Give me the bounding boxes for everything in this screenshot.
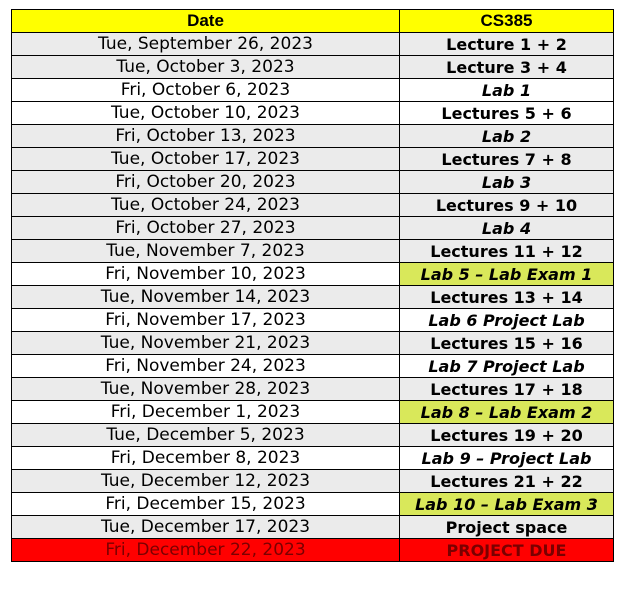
schedule-row: Fri, November 24, 2023 Lab 7 Project Lab	[11, 354, 614, 378]
schedule-row: Tue, September 26, 2023 Lecture 1 + 2	[11, 32, 614, 56]
row-date: Fri, November 10, 2023	[11, 262, 400, 286]
row-session: Lecture 3 + 4	[399, 55, 614, 79]
row-date: Tue, December 12, 2023	[11, 469, 400, 493]
row-session: Lab 2	[399, 124, 614, 148]
row-date: Tue, October 17, 2023	[11, 147, 400, 171]
schedule-row: Fri, December 22, 2023 PROJECT DUE	[11, 538, 614, 562]
row-date: Tue, October 10, 2023	[11, 101, 400, 125]
row-session: Lectures 19 + 20	[399, 423, 614, 447]
row-session: Lab 5 – Lab Exam 1	[399, 262, 614, 286]
row-date: Fri, October 20, 2023	[11, 170, 400, 194]
schedule-row: Tue, October 3, 2023 Lecture 3 + 4	[11, 55, 614, 79]
row-date: Tue, October 3, 2023	[11, 55, 400, 79]
schedule-row: Fri, October 27, 2023 Lab 4	[11, 216, 614, 240]
row-date: Fri, December 8, 2023	[11, 446, 400, 470]
schedule-table: Date CS385 Tue, September 26, 2023 Lectur…	[11, 9, 614, 562]
row-session: Lectures 11 + 12	[399, 239, 614, 263]
row-session: Lectures 17 + 18	[399, 377, 614, 401]
schedule-row: Fri, October 20, 2023 Lab 3	[11, 170, 614, 194]
row-session: Lecture 1 + 2	[399, 32, 614, 56]
row-session: Lectures 15 + 16	[399, 331, 614, 355]
row-session: PROJECT DUE	[399, 538, 614, 562]
row-session: Lectures 13 + 14	[399, 285, 614, 309]
row-session: Lectures 9 + 10	[399, 193, 614, 217]
schedule-body: Tue, September 26, 2023 Lecture 1 + 2 Tue,…	[11, 32, 614, 562]
date-column-header: Date	[11, 9, 400, 33]
row-date: Fri, October 13, 2023	[11, 124, 400, 148]
schedule-row: Fri, December 8, 2023 Lab 9 – Project Lab	[11, 446, 614, 470]
row-session: Project space	[399, 515, 614, 539]
schedule-row: Fri, October 6, 2023 Lab 1	[11, 78, 614, 102]
schedule-row: Tue, December 12, 2023 Lectures 21 + 22	[11, 469, 614, 493]
row-date: Tue, December 5, 2023	[11, 423, 400, 447]
row-date: Fri, November 17, 2023	[11, 308, 400, 332]
row-session: Lab 1	[399, 78, 614, 102]
schedule-row: Tue, November 14, 2023 Lectures 13 + 14	[11, 285, 614, 309]
schedule-row: Fri, November 10, 2023 Lab 5 – Lab Exam 1	[11, 262, 614, 286]
schedule-row: Fri, October 13, 2023 Lab 2	[11, 124, 614, 148]
row-session: Lab 8 – Lab Exam 2	[399, 400, 614, 424]
schedule-row: Tue, November 7, 2023 Lectures 11 + 12	[11, 239, 614, 263]
schedule-row: Tue, December 17, 2023 Project space	[11, 515, 614, 539]
schedule-row: Tue, October 24, 2023 Lectures 9 + 10	[11, 193, 614, 217]
header-row: Date CS385	[11, 9, 614, 33]
row-date: Fri, October 6, 2023	[11, 78, 400, 102]
schedule-row: Tue, October 17, 2023 Lectures 7 + 8	[11, 147, 614, 171]
schedule-row: Fri, December 15, 2023 Lab 10 – Lab Exam …	[11, 492, 614, 516]
schedule-row: Tue, December 5, 2023 Lectures 19 + 20	[11, 423, 614, 447]
row-date: Tue, September 26, 2023	[11, 32, 400, 56]
row-date: Tue, November 28, 2023	[11, 377, 400, 401]
row-session: Lab 9 – Project Lab	[399, 446, 614, 470]
row-session: Lectures 5 + 6	[399, 101, 614, 125]
schedule-row: Fri, December 1, 2023 Lab 8 – Lab Exam 2	[11, 400, 614, 424]
row-session: Lab 3	[399, 170, 614, 194]
schedule-row: Tue, November 21, 2023 Lectures 15 + 16	[11, 331, 614, 355]
schedule-row: Fri, November 17, 2023 Lab 6 Project Lab	[11, 308, 614, 332]
row-date: Fri, October 27, 2023	[11, 216, 400, 240]
row-date: Tue, November 14, 2023	[11, 285, 400, 309]
row-date: Tue, November 21, 2023	[11, 331, 400, 355]
row-session: Lab 10 – Lab Exam 3	[399, 492, 614, 516]
row-date: Fri, December 22, 2023	[11, 538, 400, 562]
row-session: Lectures 7 + 8	[399, 147, 614, 171]
row-date: Fri, December 15, 2023	[11, 492, 400, 516]
row-date: Tue, November 7, 2023	[11, 239, 400, 263]
row-date: Fri, November 24, 2023	[11, 354, 400, 378]
schedule-row: Tue, October 10, 2023 Lectures 5 + 6	[11, 101, 614, 125]
row-date: Tue, October 24, 2023	[11, 193, 400, 217]
row-session: Lab 7 Project Lab	[399, 354, 614, 378]
row-date: Tue, December 17, 2023	[11, 515, 400, 539]
row-session: Lectures 21 + 22	[399, 469, 614, 493]
course-column-header: CS385	[399, 9, 614, 33]
row-date: Fri, December 1, 2023	[11, 400, 400, 424]
schedule-row: Tue, November 28, 2023 Lectures 17 + 18	[11, 377, 614, 401]
row-session: Lab 6 Project Lab	[399, 308, 614, 332]
row-session: Lab 4	[399, 216, 614, 240]
